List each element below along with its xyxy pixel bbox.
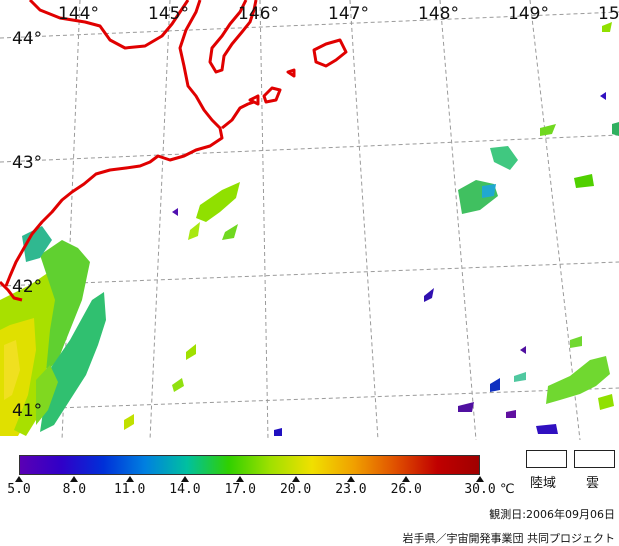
parallel-44 (0, 11, 619, 39)
meridian-148 (439, 0, 477, 440)
colorbar-tick-mark (70, 476, 79, 482)
credit-text: 岩手県／宇宙開発事業団 共同プロジェクト (402, 532, 616, 545)
colorbar-tick-mark (15, 476, 23, 482)
sst-map: 144° 145° 146° 147° 148° 149° 15 44° 43°… (0, 0, 619, 440)
hokkaido-coast (28, 0, 190, 50)
parallel-42 (0, 261, 619, 287)
temperature-colorbar (19, 455, 480, 475)
lon-label-148: 148° (418, 4, 459, 24)
sst-patch-central (196, 182, 240, 222)
colorbar-tick-mark (180, 476, 189, 482)
colorbar-tick-mark (476, 476, 484, 482)
shikotan-island (312, 38, 348, 68)
lon-label-150: 15 (598, 4, 619, 24)
land-key-label: 陸域 (530, 476, 557, 491)
coastline (0, 0, 348, 302)
parallel-41 (0, 387, 619, 411)
land-key-swatch (526, 450, 567, 468)
colorbar-tick-label: 20.0 (279, 482, 312, 497)
colorbar-tick-label: 26.0 (390, 482, 422, 497)
lat-label-41: 41° (12, 401, 42, 421)
lon-label-146: 146° (238, 4, 279, 24)
colorbar-tick-label: 5.0 (7, 482, 31, 497)
cloud-key-label: 雲 (586, 476, 600, 491)
meridian-146 (259, 0, 269, 440)
cloud-key-swatch (574, 450, 615, 468)
meridian-149 (529, 0, 581, 440)
graticule (0, 0, 619, 440)
observation-date: 観測日:2006年09月06日 (489, 508, 615, 521)
lon-label-149: 149° (508, 4, 549, 24)
colorbar-tick-mark (346, 476, 355, 482)
lat-label-42: 42° (12, 277, 42, 297)
lat-labels: 44° 43° 42° 41° (12, 29, 42, 421)
colorbar-tick-mark (402, 476, 411, 482)
unit-label: ℃ (500, 482, 515, 497)
colorbar-tick-mark (236, 476, 245, 482)
colorbar-tick-label: 11.0 (113, 482, 146, 497)
colorbar-tick-label: 30.0 (464, 482, 496, 497)
colorbar-tick-mark (291, 476, 300, 482)
lon-labels: 144° 145° 146° 147° 148° 149° 15 (58, 4, 619, 24)
parallel-43 (0, 134, 619, 163)
sst-patch-northeast (490, 146, 518, 170)
sst-patches (0, 22, 619, 436)
colorbar-tick-mark (125, 476, 134, 482)
sst-patch-southeast (546, 356, 610, 404)
nemuro-peninsula (221, 100, 255, 130)
kunashiri-island (208, 0, 258, 74)
lon-label-144: 144° (58, 4, 99, 24)
lon-label-145: 145° (148, 4, 189, 24)
meridian-145 (149, 0, 171, 440)
lat-label-44: 44° (12, 29, 42, 49)
lon-label-147: 147° (328, 4, 369, 24)
lat-label-43: 43° (12, 153, 42, 173)
meridian-147 (349, 0, 379, 440)
colorbar-tick-label: 14.0 (169, 482, 201, 497)
colorbar-tick-label: 23.0 (335, 482, 367, 497)
legend: 5.0 8.0 11.0 14.0 17.0 20.0 23.0 26.0 30.0 ℃ 陸域 … (0, 440, 619, 546)
colorbar-tick-label: 17.0 (224, 482, 256, 497)
colorbar-tick-label: 8.0 (62, 482, 87, 497)
